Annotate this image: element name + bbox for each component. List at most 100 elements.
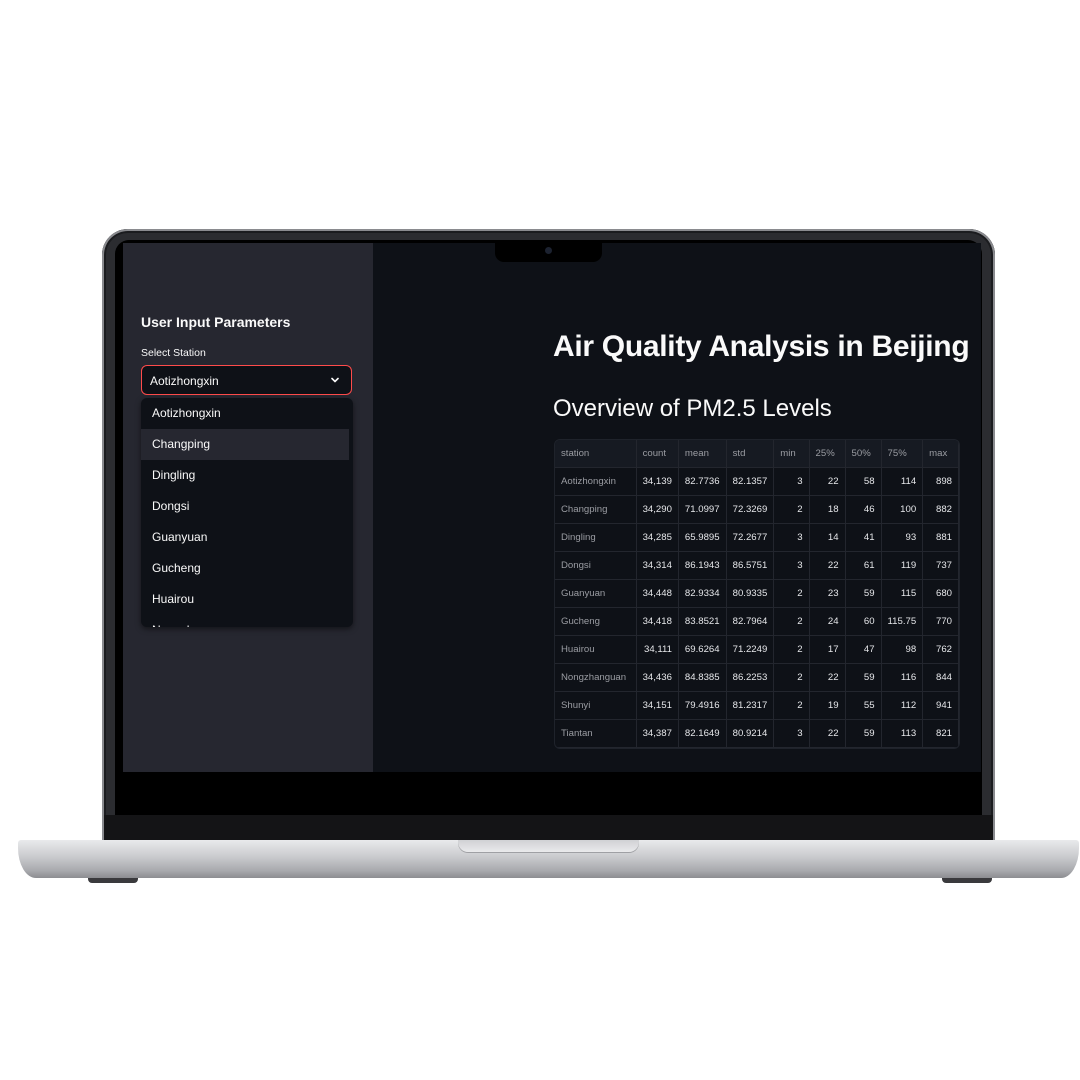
pm25-stats-table: station count mean std min 25% 50% 75% max Aotiz… bbox=[555, 440, 959, 748]
table-cell: 680 bbox=[922, 579, 959, 608]
column-header[interactable]: 50% bbox=[845, 440, 882, 468]
column-header[interactable]: 75% bbox=[881, 440, 924, 468]
station-select-value: Aotizhongxin bbox=[150, 374, 219, 388]
table-cell: 34,151 bbox=[636, 691, 679, 720]
table-cell: 34,448 bbox=[636, 579, 679, 608]
table-cell: 23 bbox=[809, 579, 846, 608]
table-cell: 84.8385 bbox=[678, 663, 727, 692]
section-subtitle: Overview of PM2.5 Levels bbox=[553, 395, 832, 422]
table-body: Aotizhongxin 34,139 82.7736 82.1357 3 22 58 114… bbox=[555, 467, 959, 748]
station-cell: Shunyi bbox=[555, 691, 637, 720]
table-cell: 19 bbox=[809, 691, 846, 720]
station-cell: Aotizhongxin bbox=[555, 467, 637, 496]
table-cell: 3 bbox=[773, 551, 810, 580]
camera-icon bbox=[545, 247, 552, 254]
station-cell: Changping bbox=[555, 495, 637, 524]
table-row: Dongsi 34,314 86.1943 86.5751 3 22 61 119 737 bbox=[555, 551, 959, 580]
column-header[interactable]: std bbox=[726, 440, 775, 468]
table-cell: 98 bbox=[881, 635, 924, 664]
table-cell: 14 bbox=[809, 523, 846, 552]
table-cell: 762 bbox=[922, 635, 959, 664]
table-cell: 34,290 bbox=[636, 495, 679, 524]
dropdown-option-dingling[interactable]: Dingling bbox=[152, 468, 196, 482]
table-cell: 737 bbox=[922, 551, 959, 580]
table-row: Aotizhongxin 34,139 82.7736 82.1357 3 22 58 114… bbox=[555, 467, 959, 496]
table-cell: 47 bbox=[845, 635, 882, 664]
table-cell: 770 bbox=[922, 607, 959, 636]
table-cell: 3 bbox=[773, 467, 810, 496]
dropdown-option-guanyuan[interactable]: Guanyuan bbox=[152, 530, 208, 544]
table-row: Huairou 34,111 69.6264 71.2249 2 17 47 98 762 bbox=[555, 635, 959, 664]
screen-bottom-strip bbox=[104, 815, 993, 840]
table-cell: 821 bbox=[922, 719, 959, 748]
table-row: Guanyuan 34,448 82.9334 80.9335 2 23 59 115 680 bbox=[555, 579, 959, 608]
table-row: Gucheng 34,418 83.8521 82.7964 2 24 60 115.75 77… bbox=[555, 607, 959, 636]
table-cell: 79.4916 bbox=[678, 691, 727, 720]
table-cell: 61 bbox=[845, 551, 882, 580]
table-cell: 881 bbox=[922, 523, 959, 552]
table-cell: 882 bbox=[922, 495, 959, 524]
sidebar: User Input Parameters Select Station Aot… bbox=[123, 243, 373, 772]
station-dropdown-list[interactable]: Aotizhongxin Changping Dingling Dongsi Guany… bbox=[141, 398, 353, 627]
table-row: Changping 34,290 71.0997 72.3269 2 18 46 100 882 bbox=[555, 495, 959, 524]
table-cell: 46 bbox=[845, 495, 882, 524]
station-cell: Guanyuan bbox=[555, 579, 637, 608]
table-cell: 71.2249 bbox=[726, 635, 775, 664]
table-cell: 22 bbox=[809, 551, 846, 580]
table-cell: 114 bbox=[881, 467, 924, 496]
column-header[interactable]: min bbox=[773, 440, 810, 468]
laptop-base-notch bbox=[458, 840, 639, 853]
column-header[interactable]: 25% bbox=[809, 440, 846, 468]
page-title: Air Quality Analysis in Beijing bbox=[553, 330, 970, 363]
table-cell: 844 bbox=[922, 663, 959, 692]
table-cell: 82.7736 bbox=[678, 467, 727, 496]
table-cell: 65.9895 bbox=[678, 523, 727, 552]
table-cell: 34,314 bbox=[636, 551, 679, 580]
table-cell: 86.2253 bbox=[726, 663, 775, 692]
table-cell: 3 bbox=[773, 523, 810, 552]
table-header-row: station count mean std min 25% 50% 75% max bbox=[555, 440, 959, 468]
station-cell: Gucheng bbox=[555, 607, 637, 636]
table-cell: 59 bbox=[845, 579, 882, 608]
table-cell: 93 bbox=[881, 523, 924, 552]
laptop-foot-right bbox=[942, 878, 992, 883]
dropdown-option-huairou[interactable]: Huairou bbox=[152, 592, 195, 606]
table-cell: 86.1943 bbox=[678, 551, 727, 580]
table-cell: 898 bbox=[922, 467, 959, 496]
pm25-table[interactable]: station count mean std min 25% 50% 75% max Aotiz… bbox=[554, 439, 960, 749]
dropdown-option-changping[interactable]: Changping bbox=[141, 429, 349, 460]
dropdown-option-dongsi[interactable]: Dongsi bbox=[152, 499, 190, 513]
chevron-down-icon bbox=[331, 377, 339, 383]
column-header[interactable]: count bbox=[636, 440, 679, 468]
table-cell: 116 bbox=[881, 663, 924, 692]
dropdown-option-aotizhongxin[interactable]: Aotizhongxin bbox=[152, 406, 221, 420]
station-cell: Tiantan bbox=[555, 719, 637, 748]
station-select[interactable]: Aotizhongxin bbox=[141, 365, 352, 395]
table-cell: 55 bbox=[845, 691, 882, 720]
table-cell: 100 bbox=[881, 495, 924, 524]
table-cell: 2 bbox=[773, 495, 810, 524]
dropdown-option-nongzhanguan[interactable]: Nongzhanguan bbox=[141, 615, 349, 627]
table-cell: 2 bbox=[773, 607, 810, 636]
table-cell: 80.9214 bbox=[726, 719, 775, 748]
table-cell: 22 bbox=[809, 663, 846, 692]
table-cell: 34,285 bbox=[636, 523, 679, 552]
app-screen: User Input Parameters Select Station Aot… bbox=[123, 243, 981, 772]
table-cell: 41 bbox=[845, 523, 882, 552]
dropdown-option-gucheng[interactable]: Gucheng bbox=[152, 561, 201, 575]
table-cell: 2 bbox=[773, 691, 810, 720]
table-cell: 112 bbox=[881, 691, 924, 720]
station-cell: Dongsi bbox=[555, 551, 637, 580]
table-cell: 22 bbox=[809, 467, 846, 496]
table-cell: 2 bbox=[773, 663, 810, 692]
table-cell: 941 bbox=[922, 691, 959, 720]
table-cell: 83.8521 bbox=[678, 607, 727, 636]
table-cell: 2 bbox=[773, 579, 810, 608]
table-cell: 58 bbox=[845, 467, 882, 496]
table-cell: 60 bbox=[845, 607, 882, 636]
column-header[interactable]: mean bbox=[678, 440, 727, 468]
column-header[interactable]: max bbox=[922, 440, 959, 468]
table-cell: 34,436 bbox=[636, 663, 679, 692]
column-header[interactable]: station bbox=[555, 440, 637, 468]
